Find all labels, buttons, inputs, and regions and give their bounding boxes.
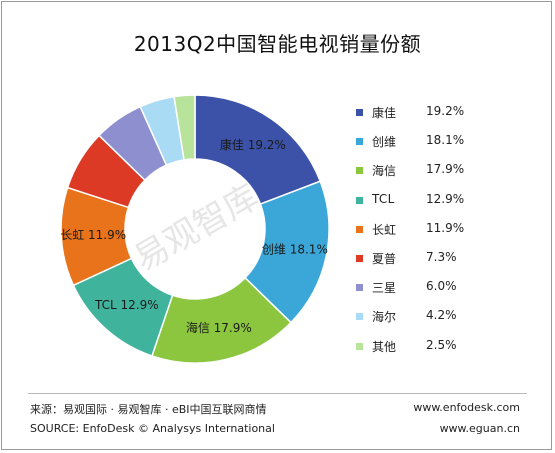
donut-labels: 康佳 19.2% 创维 18.1% 海信 17.9% TCL 12.9% 长虹 11.9… (60, 137, 328, 335)
legend-value: 7.3% (426, 250, 457, 264)
legend-swatch (356, 167, 363, 175)
legend-swatch (356, 313, 363, 321)
legend-name: 康佳 (372, 106, 397, 120)
legend-value: 6.0% (426, 279, 457, 294)
legend-swatch (356, 284, 363, 292)
legend-value: 19.2% (426, 104, 465, 118)
legend-name: 长虹 (372, 222, 397, 237)
legend-value: 18.1% (426, 133, 465, 148)
data-label-0: 康佳 19.2% (220, 137, 286, 152)
source-cn: 来源：易观国际 · 易观智库 · eBI中国互联网商情 (30, 403, 267, 416)
legend-value: 4.2% (426, 308, 457, 323)
legend-swatch (356, 109, 363, 116)
data-label-2: 海信 17.9% (186, 320, 252, 335)
legend-name: 创维 (372, 135, 397, 150)
legend-name: TCL (372, 191, 395, 206)
legend-value: 11.9% (426, 220, 465, 235)
legend-swatch (356, 342, 363, 350)
legend-swatch (356, 225, 363, 233)
watermark: 易观智库 (128, 177, 266, 280)
legend-name: 海尔 (372, 310, 397, 325)
legend-name: 其他 (372, 339, 397, 354)
url-eguan[interactable]: www.eguan.cn (439, 422, 520, 435)
url-enfodesk[interactable]: www.enfodesk.com (413, 401, 520, 414)
footer-divider (28, 393, 527, 394)
legend-name: 夏普 (372, 252, 397, 266)
legend-name: 三星 (372, 281, 397, 296)
legend-name: 海信 (372, 164, 397, 179)
data-label-3: TCL 12.9% (94, 298, 159, 312)
source-en: SOURCE: EnfoDesk © Analysys Internationa… (30, 422, 275, 435)
slice-8 (173, 94, 196, 161)
donut-slices (60, 94, 330, 364)
legend-swatch (356, 196, 363, 204)
legend-value: 2.5% (426, 337, 457, 352)
data-label-1: 创维 18.1% (262, 243, 328, 257)
data-label-4: 长虹 11.9% (60, 228, 126, 242)
legend-swatch (356, 138, 363, 146)
legend-value: 12.9% (426, 191, 465, 206)
chart-title: 2013Q2中国智能电视销量份额 (133, 32, 422, 56)
legend-swatch (356, 255, 363, 262)
legend-value: 17.9% (426, 162, 465, 177)
